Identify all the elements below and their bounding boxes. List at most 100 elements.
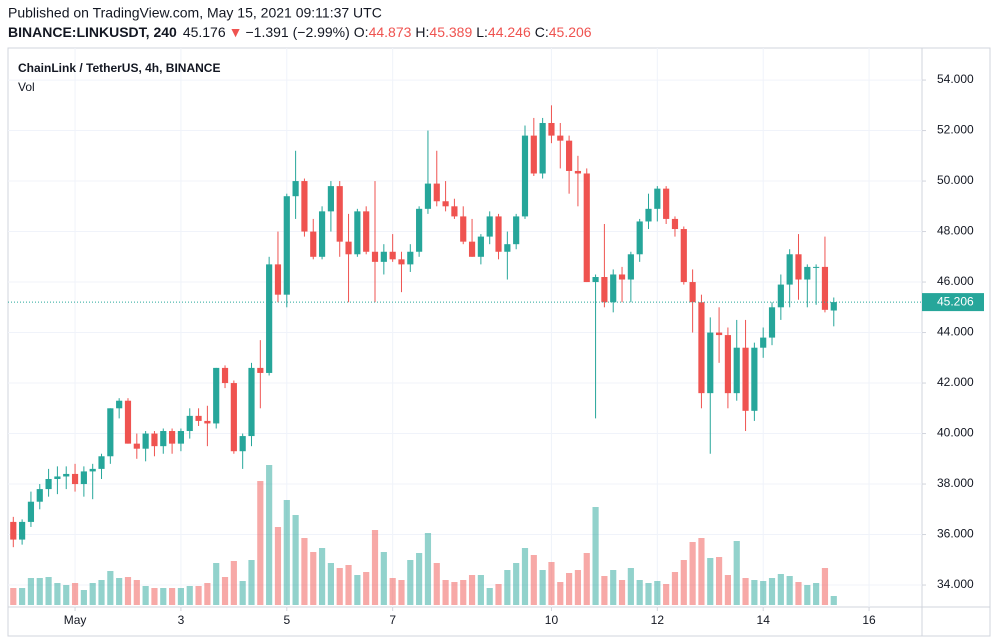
change: −1.391 (−2.99%) [246,24,350,40]
candle-body [601,277,608,303]
volume-label: Vol [18,80,35,94]
volume-bar [221,577,229,605]
volume-bar [671,572,679,605]
x-tick-label: May [64,613,87,627]
candle-body [301,181,308,232]
volume-bar [424,533,432,605]
volume-bar [363,572,370,605]
candle-body [239,436,246,452]
y-tick-label: 46.000 [937,274,974,288]
candle-body [230,383,237,452]
candle-body [80,471,87,485]
candle-body [345,241,352,255]
x-tick-label: 12 [651,613,665,627]
volume-bar [566,573,573,605]
candle-body [636,221,643,255]
volume-bar [760,581,767,605]
x-tick-label: 16 [862,613,876,627]
volume-bar [27,578,35,605]
candle-body [398,259,405,265]
candle-body [786,254,793,285]
volume-bar [45,577,52,605]
c-label: C: [535,24,549,40]
candle-body [768,307,776,338]
candle-body [513,216,520,245]
volume-bar [195,586,202,605]
candle-body [266,264,273,373]
volume-bar [451,582,458,605]
volume-bar [371,530,379,605]
symbol: BINANCE:LINKUSDT, 240 [8,24,177,40]
y-tick-label: 36.000 [937,527,974,541]
c-value: 45.206 [549,24,592,40]
candle-body [627,254,634,280]
candle-body [380,251,387,262]
x-tick-label: 10 [545,613,559,627]
volume-bar [310,552,317,605]
volume-bar [89,583,96,605]
x-tick-label: 3 [178,613,185,627]
candle-body [151,433,158,447]
candle-body [583,173,590,283]
volume-bar [98,580,105,605]
volume-bar [283,500,290,605]
candle-body [89,468,96,472]
candle-body [495,216,502,252]
volume-bar [380,552,387,605]
volume-bar [142,586,149,605]
volume-bar [601,576,608,605]
volume-bar [733,541,740,605]
candle-body [742,347,749,411]
volume-bar [398,580,405,605]
volume-bar [116,578,123,605]
candle-body [442,201,449,207]
volume-bar [504,570,511,605]
volume-bar [336,568,343,605]
change-arrow: ▼ [229,24,243,40]
candle-body [213,367,220,424]
candle-body [371,251,379,262]
candle-body [407,251,414,265]
candle-body [63,473,70,477]
y-tick-label: 38.000 [937,476,974,490]
volume-bar [627,568,634,605]
volume-bar [54,583,61,605]
candle-body [177,431,185,444]
volume-bar [813,583,820,605]
candle-body [751,347,758,411]
volume-bar [327,563,334,605]
candle-body [671,218,679,230]
volume-bar [71,583,79,605]
volume-bar [186,586,193,605]
volume-bar [318,548,326,605]
candle-body [186,415,193,432]
volume-bar [539,570,546,605]
candle-body [645,208,652,222]
candle-body [521,135,529,217]
h-value: 45.389 [429,24,472,40]
volume-bar [698,538,705,605]
volume-bar [768,578,776,605]
volume-bar [169,588,176,605]
candle-body [221,367,229,384]
volume-bar [230,561,237,605]
candle-body [336,186,343,242]
candle-body [566,140,573,171]
volume-bar [795,582,802,605]
candle-body [451,206,458,217]
volume-bar [645,583,652,605]
volume-bar [707,558,714,605]
y-tick-label: 34.000 [937,577,974,591]
candle-body [433,183,440,202]
volume-bar [151,588,158,605]
volume-bar [574,570,582,605]
volume-bar [786,576,793,605]
volume-bar [416,553,423,605]
volume-bar [715,557,723,605]
volume-bar [124,577,132,605]
y-tick-label: 48.000 [937,224,974,238]
volume-bar [830,596,837,605]
candle-body [142,433,149,449]
candle-body [777,284,784,308]
